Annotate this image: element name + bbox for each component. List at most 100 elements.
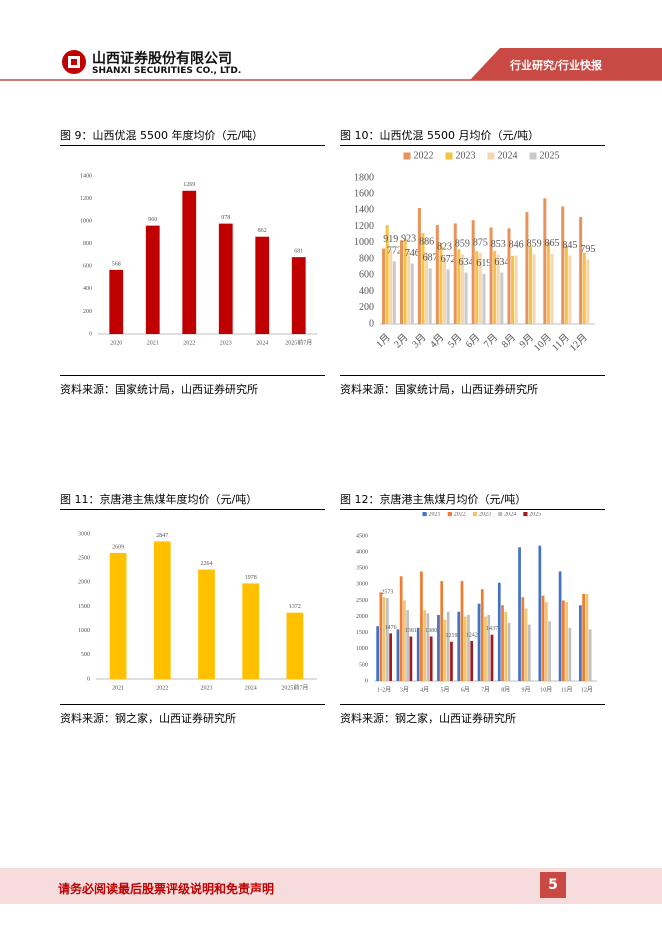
data-label: 1381 — [405, 628, 417, 634]
bar — [446, 269, 450, 324]
bar — [386, 598, 389, 681]
bar — [504, 611, 508, 681]
legend-swatch — [529, 152, 537, 160]
company-name-en: SHANXI SECURITIES CO., LTD. — [92, 66, 242, 76]
y-tick-label: 2000 — [356, 614, 368, 620]
legend-swatch — [487, 152, 495, 160]
x-tick-label: 2024 — [245, 685, 257, 691]
bar — [467, 614, 470, 681]
bar — [446, 611, 450, 681]
rule — [340, 509, 605, 510]
data-label: 845 — [562, 240, 577, 251]
bar — [497, 582, 501, 681]
y-tick-label: 1200 — [80, 196, 92, 202]
x-tick-label: 1月 — [374, 331, 393, 350]
bar — [500, 272, 504, 324]
bar — [379, 592, 383, 681]
bar — [409, 636, 413, 681]
bar — [482, 273, 486, 324]
legend-swatch — [447, 512, 452, 517]
data-label: 923 — [401, 233, 416, 244]
y-tick-label: 0 — [87, 676, 90, 682]
bar — [407, 249, 411, 324]
bar — [389, 249, 393, 324]
bar — [585, 594, 589, 681]
data-label: 687 — [423, 253, 438, 264]
data-label: 2847 — [156, 533, 168, 539]
rule — [340, 704, 605, 705]
bar — [442, 257, 447, 324]
bar — [477, 603, 481, 681]
data-label: 619 — [476, 258, 491, 269]
y-tick-label: 2500 — [356, 598, 368, 604]
x-tick-label: 1-2月 — [377, 686, 391, 693]
bar — [460, 581, 464, 681]
bar — [443, 619, 447, 681]
legend-swatch — [523, 512, 528, 517]
legend-label: 2025 — [540, 150, 560, 161]
data-label: 875 — [473, 237, 488, 248]
bar — [493, 251, 497, 324]
x-tick-label: 2024 — [256, 340, 268, 346]
bar — [382, 597, 386, 681]
bar — [558, 571, 562, 681]
bar — [392, 261, 396, 324]
bar — [484, 616, 487, 681]
bar — [417, 208, 421, 324]
legend-swatch — [422, 512, 427, 517]
x-tick-label: 12月 — [567, 331, 590, 354]
y-tick-label: 1600 — [354, 189, 374, 200]
data-label: 1269 — [183, 182, 195, 188]
data-label: 1242 — [466, 632, 478, 638]
x-tick-label: 11月 — [561, 686, 573, 693]
bar — [291, 257, 306, 334]
rule — [60, 145, 325, 146]
bar — [182, 190, 197, 334]
y-tick-label: 1000 — [356, 646, 368, 652]
y-tick-label: 200 — [359, 302, 374, 313]
legend-label: 2022 — [454, 512, 466, 517]
data-label: 853 — [491, 239, 506, 250]
bar — [376, 626, 380, 681]
bar — [527, 624, 531, 681]
disclaimer: 请务必阅读最后股票评级说明和免责声明 — [58, 882, 275, 896]
rule — [60, 509, 325, 510]
x-tick-label: 5月 — [440, 686, 449, 693]
y-tick-label: 3500 — [356, 566, 368, 572]
data-label: 681 — [294, 249, 303, 255]
data-label: 568 — [112, 261, 121, 267]
bar — [460, 254, 464, 324]
data-label: 960 — [148, 217, 157, 223]
y-tick-label: 400 — [83, 286, 92, 292]
figure-source: 资料来源：国家统计局，山西证券研究所 — [60, 383, 258, 396]
bar — [507, 623, 511, 681]
y-tick-label: 600 — [359, 270, 374, 281]
data-label: 1978 — [245, 575, 257, 581]
data-label: 886 — [419, 236, 434, 247]
bar — [153, 541, 171, 679]
figure-title: 图 10：山西优混 5500 月均价（元/吨） — [340, 129, 540, 142]
y-tick-label: 800 — [83, 241, 92, 247]
bar — [421, 233, 425, 324]
y-tick-label: 3000 — [78, 531, 90, 537]
bar — [550, 253, 554, 324]
bar — [423, 610, 427, 681]
chart: 0 500 1000 1500 2000 2500 3000 3500 4000 4500 1-2月… — [356, 512, 597, 693]
data-label: 1437 — [486, 626, 498, 632]
bar — [464, 272, 468, 324]
bar — [385, 225, 389, 324]
x-tick-label: 2025前7月 — [281, 683, 308, 691]
x-tick-label: 8月 — [499, 331, 518, 350]
figure-title: 图 11：京唐港主焦煤年度均价（元/吨） — [60, 493, 258, 506]
bar — [586, 259, 590, 324]
bar — [416, 627, 420, 681]
legend-swatch — [498, 512, 503, 517]
bar — [543, 198, 547, 324]
bar — [382, 248, 386, 324]
figure-source: 资料来源：钢之家，山西证券研究所 — [60, 712, 236, 725]
y-tick-label: 1200 — [354, 221, 374, 232]
bar — [490, 634, 494, 681]
bar — [403, 600, 406, 681]
bar — [453, 223, 457, 324]
